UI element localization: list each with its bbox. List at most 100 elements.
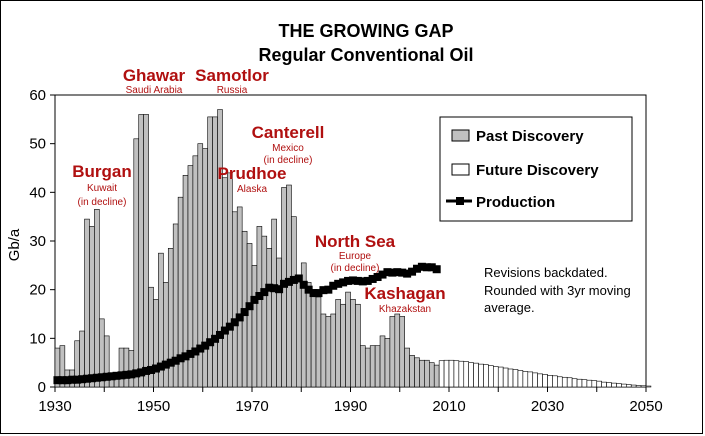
production-point xyxy=(83,374,92,383)
legend-swatch-past xyxy=(451,129,470,142)
past-discovery-bar xyxy=(271,218,277,388)
past-discovery-bar xyxy=(325,316,332,388)
future-discovery-bar xyxy=(443,359,450,388)
past-discovery-bar xyxy=(103,335,110,388)
annotation-samotlor-name: Samotlor xyxy=(195,66,269,85)
production-point xyxy=(260,288,269,297)
past-discovery-bar xyxy=(305,282,312,388)
past-discovery-bar xyxy=(350,299,356,388)
past-discovery-bar xyxy=(379,335,386,388)
past-discovery-bar xyxy=(389,316,396,388)
production-point xyxy=(240,308,249,317)
y-tick-label: 40 xyxy=(29,184,46,201)
y-axis-ticks: 0 10 20 30 40 50 60 xyxy=(29,87,55,396)
production-point xyxy=(388,268,397,277)
annotation-canterell-note: (in decline) xyxy=(264,155,313,166)
legend-marker-production xyxy=(456,197,464,205)
past-discovery-bar xyxy=(138,114,144,388)
future-discovery-bar xyxy=(507,368,514,388)
future-discovery-bar xyxy=(640,385,647,388)
past-discovery-bar xyxy=(118,347,125,388)
production-point xyxy=(225,322,234,331)
annotation-prudhoe-country: Alaska xyxy=(237,184,267,195)
future-discovery-bar xyxy=(537,373,543,388)
past-discovery-bar xyxy=(128,350,135,388)
production-point xyxy=(319,286,328,295)
past-discovery-bar xyxy=(123,347,130,388)
past-discovery-bar xyxy=(143,114,149,388)
past-discovery-bar xyxy=(424,359,430,388)
future-discovery-bar xyxy=(606,382,612,388)
production-point xyxy=(53,376,62,385)
x-tick-label: 1970 xyxy=(235,398,268,415)
legend-label-future: Future Discovery xyxy=(476,162,599,179)
production-point xyxy=(235,313,244,322)
past-discovery-bar xyxy=(384,338,391,388)
production-point xyxy=(97,373,106,382)
past-discovery-bar xyxy=(355,303,361,388)
future-discovery-bar xyxy=(532,372,538,388)
future-discovery-bar xyxy=(483,364,489,388)
production-point xyxy=(211,334,220,343)
past-discovery-bar xyxy=(94,209,100,388)
chart-subtitle: Regular Conventional Oil xyxy=(258,45,473,65)
future-discovery-bar xyxy=(527,371,534,388)
production-point xyxy=(147,365,156,374)
future-discovery-bar xyxy=(596,380,602,388)
production-point xyxy=(339,278,348,287)
past-discovery-bar xyxy=(266,248,272,388)
past-discovery-bar xyxy=(232,211,238,388)
production-point xyxy=(289,275,298,284)
production-point xyxy=(166,358,175,367)
future-discovery-bar xyxy=(522,371,529,388)
production-point xyxy=(403,269,412,278)
future-discovery-bar xyxy=(458,360,465,388)
x-tick-label: 2010 xyxy=(432,398,465,415)
annotation-burgan-name: Burgan xyxy=(72,162,132,181)
legend-label-past: Past Discovery xyxy=(476,128,584,145)
past-discovery-bar xyxy=(394,313,401,388)
legend-label-production: Production xyxy=(476,194,555,211)
production-point xyxy=(73,375,82,384)
production-point xyxy=(127,370,136,379)
production-point xyxy=(230,318,239,327)
production-point xyxy=(112,371,121,380)
production-point xyxy=(334,279,343,288)
annotation-ghawar-name: Ghawar xyxy=(123,66,186,85)
production-point xyxy=(348,276,357,285)
future-discovery-bar xyxy=(557,376,563,388)
future-discovery-bar xyxy=(502,367,509,388)
annotation-northsea-name: North Sea xyxy=(315,232,396,251)
production-point xyxy=(107,372,116,381)
future-discovery-bar xyxy=(512,369,519,388)
x-tick-label: 2030 xyxy=(531,398,564,415)
past-discovery-bar xyxy=(399,316,405,388)
production-point xyxy=(280,279,289,288)
annotation-burgan-note: (in decline) xyxy=(78,197,127,208)
past-discovery-bar xyxy=(315,296,322,388)
past-discovery-bar xyxy=(89,226,95,388)
past-discovery-bar xyxy=(374,345,381,388)
production-point xyxy=(137,368,146,377)
past-discovery-bar xyxy=(428,362,435,388)
production-point xyxy=(417,262,426,271)
production-point xyxy=(299,280,308,289)
production-point xyxy=(132,369,141,378)
legend-box xyxy=(439,116,633,222)
production-point xyxy=(398,268,407,277)
x-axis-ticks: 1930 1950 1970 1990 2010 2030 2050 xyxy=(38,387,663,415)
annotation-ghawar-country: Saudi Arabia xyxy=(126,85,183,96)
production-point xyxy=(432,265,441,274)
note-line-2: Rounded with 3yr moving xyxy=(484,283,631,298)
past-discovery-bar xyxy=(409,355,415,388)
future-discovery-bar xyxy=(576,378,583,388)
past-discovery-bar xyxy=(419,359,425,388)
future-discovery-bar xyxy=(561,376,568,388)
annotation-canterell-name: Canterell xyxy=(252,123,325,142)
future-discovery-bar xyxy=(621,383,627,388)
past-discovery-bar xyxy=(310,289,317,388)
future-discovery-bar xyxy=(581,379,588,388)
production-point xyxy=(142,366,151,375)
production-point xyxy=(275,285,284,294)
